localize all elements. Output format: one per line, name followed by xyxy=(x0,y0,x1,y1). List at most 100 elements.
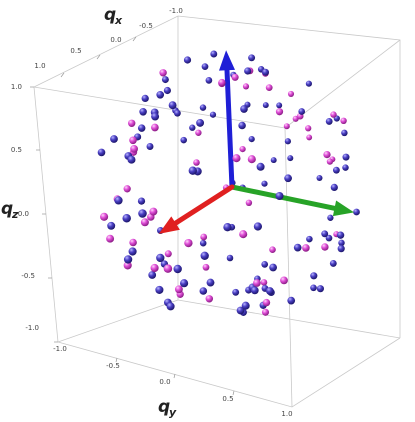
qx-axis-title: q x xyxy=(104,5,123,27)
scatter-point xyxy=(287,155,294,162)
scatter-point xyxy=(266,287,274,295)
scatter-point xyxy=(174,109,181,117)
qy-tick-mark xyxy=(115,357,118,363)
qy-tick-label: -0.5 xyxy=(106,362,120,370)
scatter-point xyxy=(196,118,205,127)
vector-head xyxy=(219,50,235,71)
scatter-point xyxy=(247,155,256,164)
qy-axis-subscript: y xyxy=(169,406,177,419)
qy-tick-label: 0.5 xyxy=(222,395,233,403)
vector-head xyxy=(332,200,355,217)
scatter-point xyxy=(323,150,331,159)
scatter-point xyxy=(336,231,345,239)
scatter-point xyxy=(326,158,334,165)
scatter-point xyxy=(262,102,269,109)
scatter-point xyxy=(97,148,106,157)
scatter-point xyxy=(201,63,209,70)
scatter-point xyxy=(180,279,189,288)
scatter-point xyxy=(338,239,345,247)
scatter-point xyxy=(321,243,329,251)
scatter-point xyxy=(123,185,131,193)
scatter-point xyxy=(146,143,154,150)
qy-tick-mark xyxy=(232,390,235,396)
scatter-point xyxy=(150,263,159,273)
scatter-point xyxy=(269,263,277,272)
scatter-point xyxy=(287,90,295,97)
scatter-point xyxy=(223,223,232,232)
scatter-point xyxy=(261,180,268,187)
scatter-point xyxy=(128,119,136,128)
scatter-point xyxy=(129,136,137,145)
qx-axis-label: q xyxy=(104,5,116,25)
scatter-point xyxy=(250,286,259,295)
scatter-point xyxy=(195,129,202,136)
scatter-point xyxy=(200,233,208,241)
qx-tick-mark xyxy=(132,36,137,42)
scatter-point xyxy=(209,111,217,118)
scatter-point xyxy=(325,117,333,125)
scatter-point xyxy=(141,94,149,103)
box-back-edges xyxy=(33,15,401,338)
qz-vector xyxy=(219,50,235,190)
scatter-point xyxy=(325,234,333,242)
scatter-point xyxy=(148,271,157,279)
scatter-point xyxy=(239,145,246,153)
scatter-point xyxy=(106,234,115,243)
scatter-point xyxy=(200,251,209,260)
tick-marks xyxy=(30,36,235,396)
scatter-point xyxy=(173,264,182,274)
scatter-point xyxy=(239,230,248,239)
qy-vector xyxy=(229,184,355,217)
scatter-point xyxy=(149,207,158,216)
scatter-point xyxy=(218,78,226,87)
scatter-point xyxy=(340,117,347,125)
vector-shaft xyxy=(224,67,235,190)
qx-axis-subscript: x xyxy=(114,14,123,27)
scatter-point xyxy=(123,255,133,264)
scatter-point xyxy=(123,261,132,270)
qy-tick-labels: -1.0 -0.5 0.0 0.5 1.0 xyxy=(53,345,292,418)
scatter-point xyxy=(205,295,214,303)
scatter-point xyxy=(199,287,208,295)
basis-vectors xyxy=(158,50,355,234)
scatter-point xyxy=(269,246,276,253)
scatter-point xyxy=(183,56,192,64)
scatter-point xyxy=(341,129,348,137)
scatter-point xyxy=(151,123,159,132)
scatter-point xyxy=(306,235,313,243)
scatter-point xyxy=(287,296,296,305)
scatter-point xyxy=(232,288,240,296)
scatter-point xyxy=(293,243,302,252)
vector-shaft xyxy=(229,184,337,211)
scatter-point xyxy=(206,278,215,287)
scatter-point xyxy=(226,254,234,262)
scatter-point xyxy=(253,222,262,231)
scatter-point xyxy=(180,136,187,144)
scatter-point xyxy=(155,285,164,294)
scatter-point xyxy=(114,196,123,205)
scatter-point xyxy=(275,108,284,116)
scatter-point xyxy=(262,298,271,307)
scatter-point xyxy=(100,212,109,221)
scatter-point xyxy=(276,102,283,109)
scatter-point xyxy=(310,284,317,292)
scatter-point xyxy=(248,54,256,62)
scatter-point xyxy=(156,253,165,263)
qz-axis-subscript: z xyxy=(11,208,19,221)
scatter-point xyxy=(128,247,137,256)
scatter-point xyxy=(188,166,197,175)
scatter-point xyxy=(310,272,318,280)
scatter-point xyxy=(284,174,292,183)
scatter-point xyxy=(327,214,334,221)
qz-axis-label: q xyxy=(1,199,13,219)
qz-tick-labels: 1.0 0.5 0.0 -0.5 -1.0 xyxy=(11,83,39,332)
scatter-point xyxy=(210,50,218,58)
qx-tick-label: 0.5 xyxy=(70,47,81,55)
scatter-point xyxy=(316,174,323,182)
box-front-floor xyxy=(57,337,401,408)
qz-tick-label: -1.0 xyxy=(25,324,39,332)
qx-vector xyxy=(158,184,235,234)
scatter-point xyxy=(161,76,169,84)
scatter-point xyxy=(332,166,340,174)
scatter-point xyxy=(242,83,250,90)
